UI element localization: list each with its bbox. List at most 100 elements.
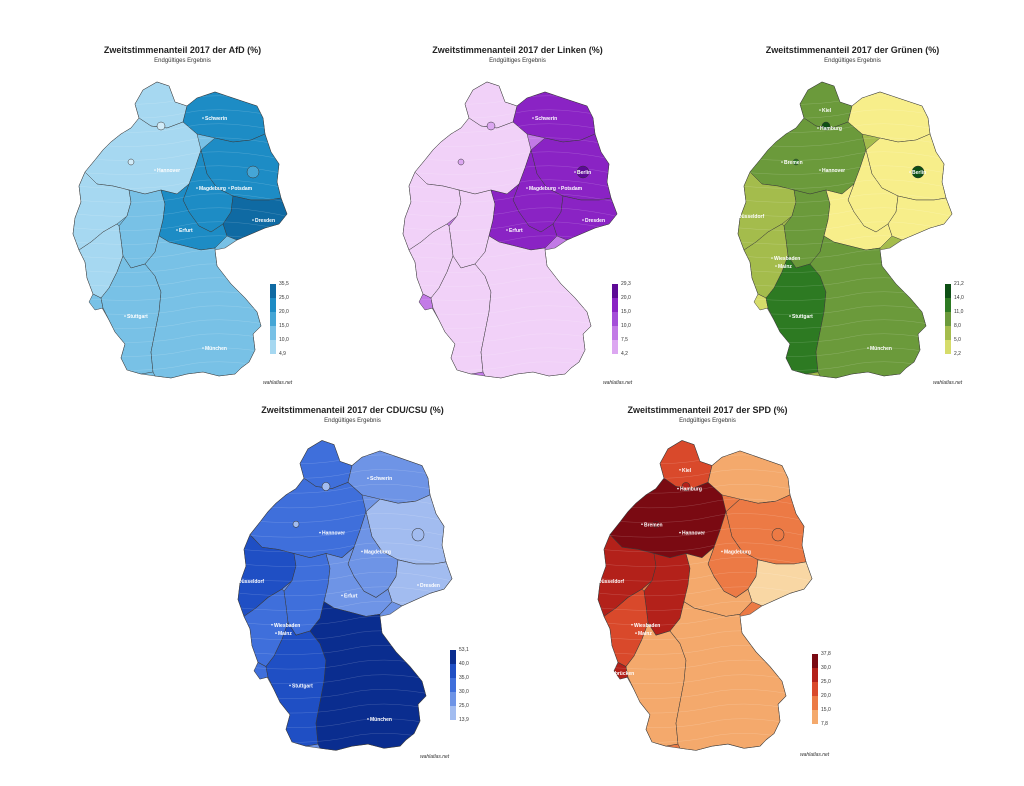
city-dot — [817, 127, 819, 129]
map-title: Zweitstimmenanteil 2017 der Linken (%) — [432, 45, 603, 55]
city-label: Stuttgart — [127, 314, 148, 320]
map-legend: 21,2 14,0 11,0 8,0 5,0 2,2 — [945, 281, 975, 359]
district-border-line — [599, 542, 821, 554]
city-dot — [631, 623, 633, 626]
district-border-line — [239, 586, 461, 598]
city-label: Stuttgart — [792, 314, 813, 320]
map-panel-cdu: Zweitstimmenanteil 2017 der CDU/CSU (%) … — [225, 402, 480, 772]
city-dot — [124, 315, 126, 317]
legend-tick-label: 20,0 — [621, 295, 631, 301]
city-label: Wiesbaden — [774, 256, 800, 262]
district-border-line — [739, 361, 961, 373]
city-label: München — [870, 346, 892, 352]
city-state-region — [911, 165, 925, 179]
legend-tick-label: 7,5 — [621, 337, 628, 343]
city-dot — [196, 187, 198, 189]
legend-tick-label: 25,0 — [279, 295, 289, 301]
map-title: Zweitstimmenanteil 2017 der CDU/CSU (%) — [261, 405, 444, 415]
city-label: Düsseldorf — [738, 214, 764, 220]
map-legend: 29,3 20,0 15,0 10,0 7,5 4,2 — [612, 281, 642, 359]
district-border-line — [599, 586, 821, 598]
district-border-line — [599, 601, 821, 613]
city-state-region — [411, 528, 425, 542]
map-panel-spd: Zweitstimmenanteil 2017 der SPD (%) Endg… — [580, 402, 835, 772]
district-border-line — [74, 263, 296, 275]
district-border-line — [74, 151, 296, 163]
district-border-line — [404, 347, 626, 359]
city-label: Magdeburg — [364, 549, 391, 555]
district-border-line — [739, 109, 961, 121]
district-border-line — [239, 484, 461, 496]
state-region-by — [474, 235, 592, 379]
district-borders — [404, 95, 626, 373]
state-region-nds — [609, 477, 727, 558]
state-region-th — [488, 183, 558, 251]
city-label: Dresden — [420, 583, 440, 589]
city-dot — [154, 169, 156, 171]
district-border-line — [599, 484, 821, 496]
city-label: Potsdam — [231, 186, 253, 192]
district-border-line — [404, 95, 626, 107]
city-label: Magdeburg — [529, 186, 556, 192]
legend-tick-label: 25,0 — [459, 703, 469, 709]
city-state-region — [681, 482, 691, 491]
germany-map-afd: Schwerin Hannover Magdeburg Potsdam Erfurt Dr… — [72, 81, 296, 379]
city-dot — [775, 265, 777, 267]
district-border-line — [739, 347, 961, 359]
germany-map-cdu: Schwerin Hannover Magdeburg Düsseldorf Erfur… — [235, 440, 461, 751]
legend-tick-label: 10,0 — [621, 323, 631, 329]
map-credit: wahlatlas.net — [420, 754, 450, 760]
district-border-line — [74, 109, 296, 121]
legend-color-step — [450, 678, 456, 692]
legend-tick-label: 2,2 — [954, 351, 961, 357]
district-border-line — [404, 319, 626, 331]
district-border-line — [739, 235, 961, 247]
district-border-line — [74, 319, 296, 331]
city-label: Hannover — [157, 168, 180, 174]
district-border-line — [599, 689, 821, 701]
district-border-line — [404, 263, 626, 275]
city-dot — [677, 487, 679, 490]
legend-tick-label: 7,8 — [821, 721, 828, 727]
district-border-line — [74, 123, 296, 135]
legend-color-step — [450, 664, 456, 678]
city-label: Dresden — [255, 218, 275, 224]
legend-tick-label: 15,0 — [279, 323, 289, 329]
city-dot — [819, 109, 821, 111]
legend-color-step — [812, 654, 818, 668]
legend-tick-label: 8,0 — [954, 323, 961, 329]
city-label: Düsseldorf — [238, 579, 264, 585]
map-title: Zweitstimmenanteil 2017 der AfD (%) — [103, 45, 262, 55]
legend-color-step — [270, 326, 276, 340]
district-border-line — [739, 95, 961, 107]
district-borders — [74, 95, 296, 373]
legend-tick-label: 4,2 — [621, 351, 628, 357]
state-region-mv — [347, 450, 431, 504]
city-state-region — [246, 165, 260, 179]
city-dot — [275, 632, 277, 634]
district-border-line — [74, 95, 296, 107]
state-region-sl — [253, 662, 269, 680]
city-dot — [532, 117, 534, 119]
legend-color-step — [612, 284, 618, 298]
germany-map-linke: Schwerin Berlin Potsdam Magdeburg Erfurt Dres… — [402, 81, 626, 379]
district-border-line — [239, 674, 461, 686]
city-label: Potsdam — [561, 186, 583, 192]
map-subtitle: Endgültiges Ergebnis — [679, 418, 736, 424]
city-label: Erfurt — [344, 593, 358, 599]
district-border-line — [739, 305, 961, 317]
district-border-line — [599, 645, 821, 657]
legend-tick-label: 30,0 — [821, 665, 831, 671]
legend-tick-label: 40,0 — [459, 661, 469, 667]
legend-color-step — [812, 682, 818, 696]
state-region-sl — [753, 293, 769, 311]
legend-color-step — [945, 284, 951, 298]
city-label: Hannover — [322, 531, 345, 537]
city-dot — [867, 347, 869, 349]
city-label: Hannover — [682, 531, 705, 537]
district-border-line — [74, 361, 296, 373]
state-region-sn — [887, 195, 953, 241]
city-dot — [289, 684, 291, 687]
city-label: Mainz — [778, 264, 792, 270]
state-region-sl — [418, 293, 434, 311]
